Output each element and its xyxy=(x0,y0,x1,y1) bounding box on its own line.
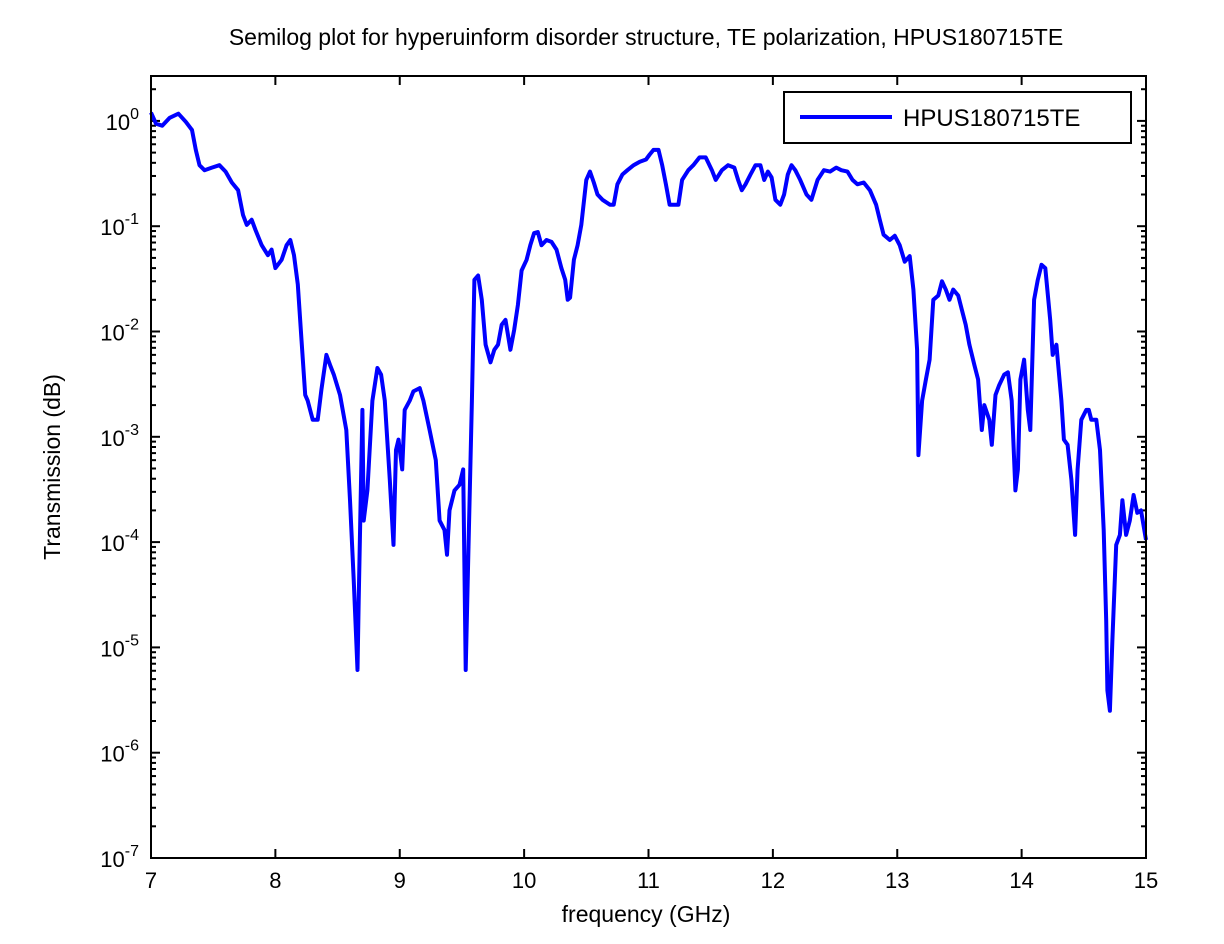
axes-frame xyxy=(150,75,1147,859)
y-tick-label: 10-1 xyxy=(100,211,139,240)
x-tick-label: 15 xyxy=(1134,868,1158,893)
x-tick-label: 11 xyxy=(637,868,660,893)
y-tick-base: 10 xyxy=(100,742,124,767)
y-tick-base: 10 xyxy=(100,426,124,451)
y-tick-label: 10-5 xyxy=(100,632,139,661)
y-tick-label: 10-6 xyxy=(100,738,139,767)
y-tick-label: 10-3 xyxy=(100,422,139,451)
y-tick-base: 10 xyxy=(106,110,130,135)
chart-title: Semilog plot for hyperuinform disorder s… xyxy=(229,24,1063,50)
axis-ticks: 7 8 9 10 11 12 13 14 1510010-110-210-310-410-510… xyxy=(100,76,1158,893)
x-tick-label: 12 xyxy=(761,868,785,893)
x-tick-label: 9 xyxy=(394,868,406,893)
x-tick-label: 13 xyxy=(885,868,909,893)
y-axis-label: Transmission (dB) xyxy=(39,374,65,560)
legend-label: HPUS180715TE xyxy=(903,105,1080,132)
x-tick-label: 14 xyxy=(1009,868,1033,893)
y-tick-base: 10 xyxy=(100,215,124,240)
y-tick-label: 10-2 xyxy=(100,317,139,346)
y-tick-exponent: -6 xyxy=(125,738,139,755)
plot-area xyxy=(149,111,1148,713)
y-tick-exponent: -2 xyxy=(125,317,139,334)
y-tick-base: 10 xyxy=(100,531,124,556)
y-tick-exponent: -1 xyxy=(125,211,139,228)
series-line xyxy=(149,111,1148,713)
y-tick-exponent: -7 xyxy=(125,843,139,860)
y-tick-exponent: 0 xyxy=(130,106,139,123)
x-tick-label: 8 xyxy=(269,868,281,893)
x-tick-label: 7 xyxy=(145,868,157,893)
y-tick-label: 10-7 xyxy=(100,843,139,872)
y-tick-exponent: -5 xyxy=(125,632,139,649)
legend: HPUS180715TE xyxy=(783,91,1132,144)
y-tick-exponent: -4 xyxy=(125,527,139,544)
y-tick-label: 100 xyxy=(106,106,139,135)
y-tick-label: 10-4 xyxy=(100,527,139,556)
x-axis-label: frequency (GHz) xyxy=(562,901,731,927)
y-tick-base: 10 xyxy=(100,636,124,661)
x-tick-label: 10 xyxy=(512,868,536,893)
y-tick-base: 10 xyxy=(100,321,124,346)
y-tick-base: 10 xyxy=(100,847,124,872)
y-tick-exponent: -3 xyxy=(125,422,139,439)
